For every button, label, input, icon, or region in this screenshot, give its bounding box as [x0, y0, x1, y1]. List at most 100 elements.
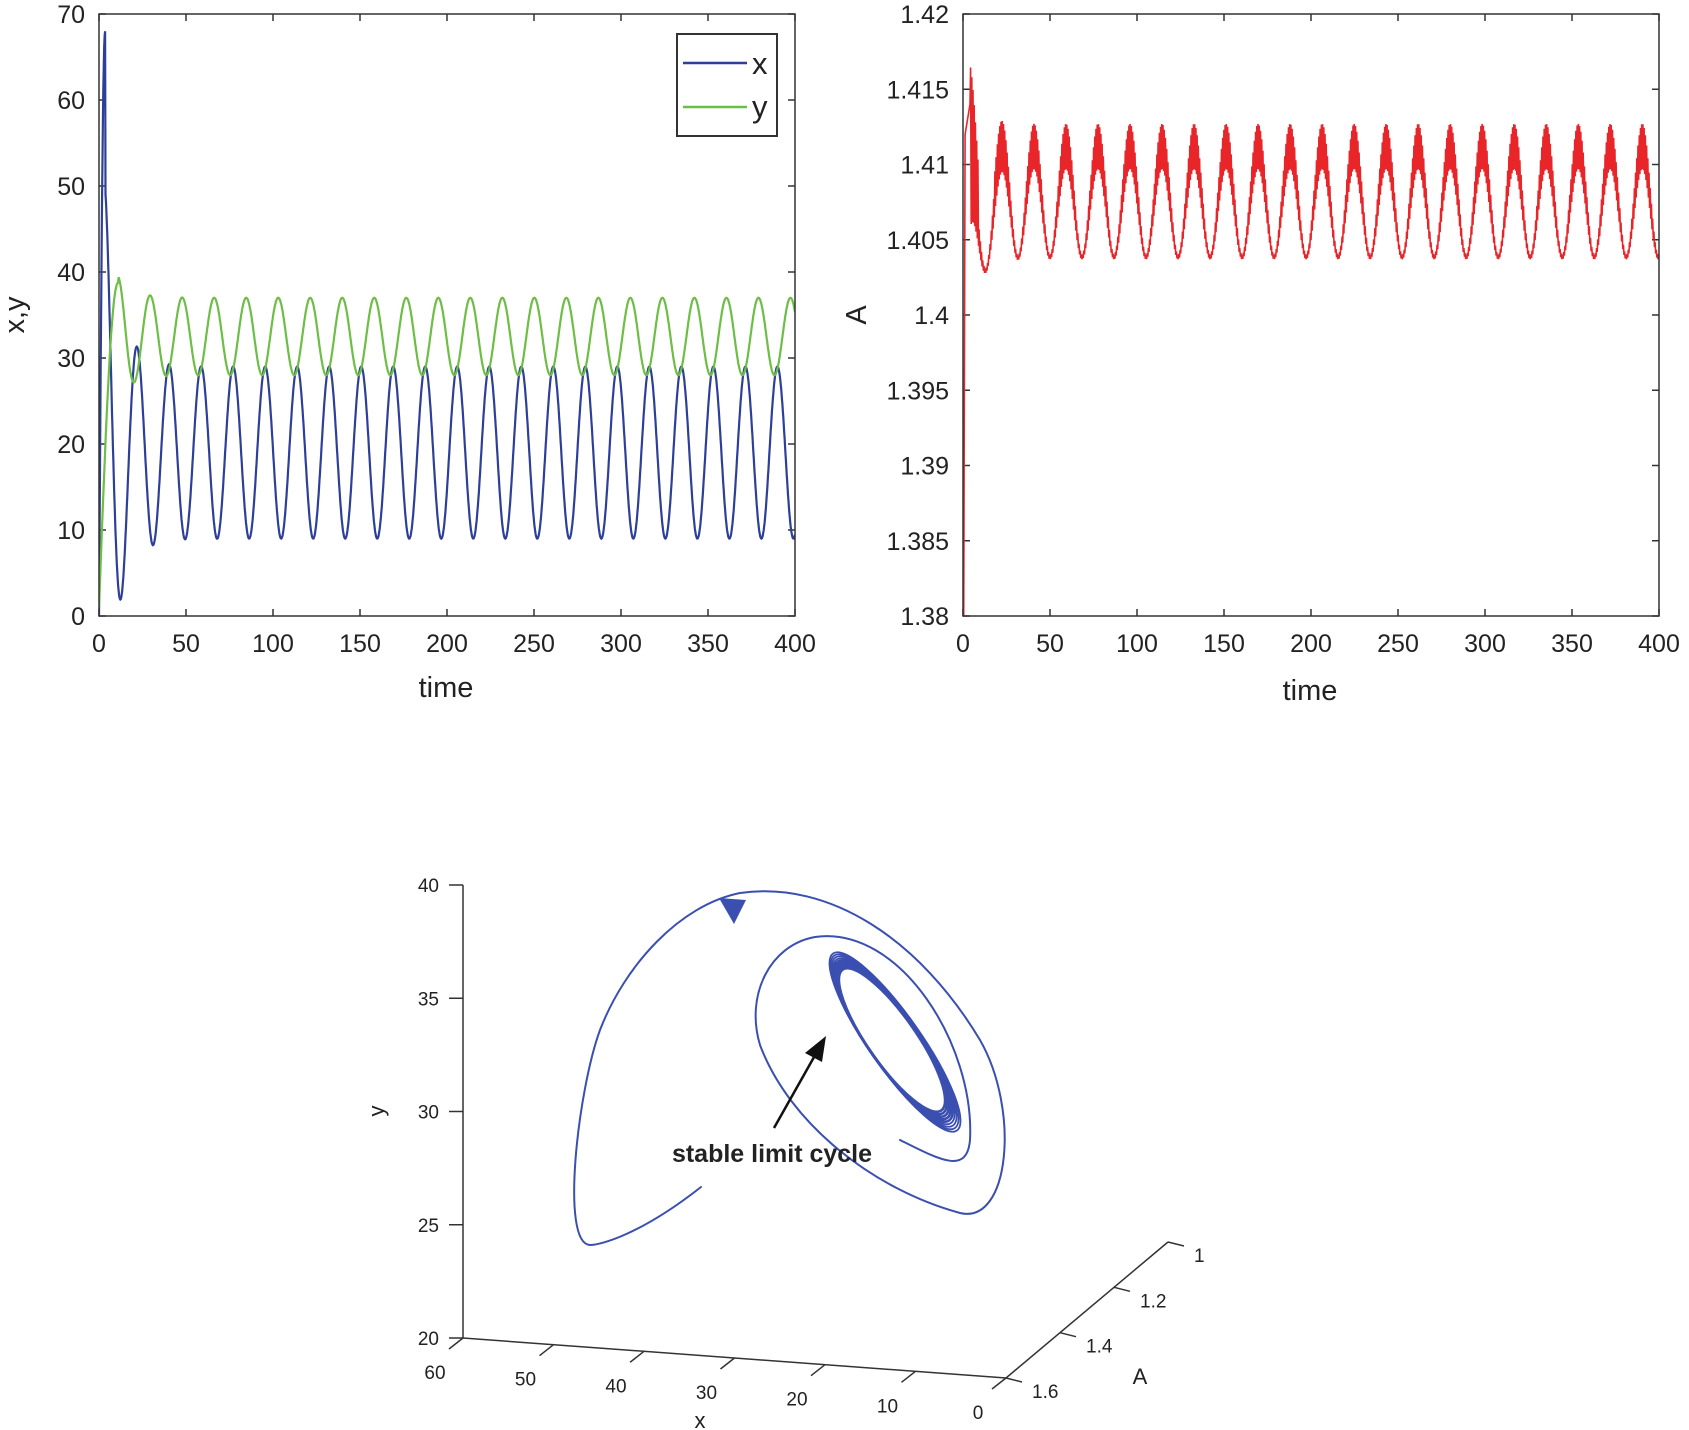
x-tick-label: 50 [172, 630, 200, 658]
x-tick-label: 200 [1290, 630, 1332, 658]
p1-y-axis-title: x,y [0, 296, 31, 334]
y-tick-label: 1.39 [900, 453, 949, 481]
x3d-tick-mark [810, 1364, 826, 1377]
y-tick-label: 20 [57, 431, 85, 459]
x-tick-label: 350 [687, 630, 729, 658]
x-tick-label: 250 [1377, 630, 1419, 658]
panel-a-time: 1.381.3851.391.3951.41.4051.411.4151.42 … [841, 1, 1680, 707]
p2-plot-frame [962, 13, 1660, 617]
x-tick-label: 400 [774, 630, 816, 658]
limit-cycle-loop [837, 966, 947, 1114]
p3-y-tick-labels: 20 25 30 35 40 [418, 876, 439, 1350]
x-tick-label: 300 [1464, 630, 1506, 658]
x3d-tick-label: 0 [973, 1403, 984, 1424]
x-tick-label: 150 [1203, 630, 1245, 658]
p3-x-axis-title: x [695, 1408, 706, 1430]
x3d-tick-label: 60 [424, 1363, 445, 1384]
p3-y-axis-title: y [364, 1106, 389, 1117]
p3-a-axis-title: A [1133, 1364, 1148, 1389]
x-tick-label: 100 [252, 630, 294, 658]
y-tick-label: 1.415 [886, 76, 949, 104]
limit-cycle-loop [835, 962, 951, 1119]
annotation-arrowhead [805, 1036, 826, 1062]
p1-x-tick-labels: 0 50 100 150 200 250 300 350 400 [92, 630, 816, 658]
y-tick-label: 1.41 [900, 152, 949, 180]
z-tick-label: 25 [418, 1216, 439, 1237]
a3d-tick-mark [1059, 1331, 1077, 1338]
x-tick-label: 350 [1551, 630, 1593, 658]
x-tick-label: 100 [1116, 630, 1158, 658]
x3d-tick-mark [448, 1337, 464, 1350]
panel-xy-time: 0 10 20 30 40 50 60 70 0 50 100 150 200 250 300 350 400… [0, 1, 816, 704]
annotation-text: stable limit cycle [672, 1140, 872, 1168]
p3-a-axis [1005, 1241, 1169, 1379]
p3-x-tick-labels: 60 50 40 30 20 10 0 [424, 1363, 983, 1424]
legend-label-y: y [752, 89, 768, 124]
a3d-tick-mark [1005, 1377, 1023, 1383]
y-tick-label: 1.405 [886, 227, 949, 255]
a3d-tick-label: 1.6 [1032, 1382, 1058, 1403]
limit-cycle-loop [836, 964, 949, 1116]
z-tick-label: 30 [418, 1103, 439, 1124]
a3d-tick-label: 1.4 [1086, 1337, 1113, 1358]
trajectory-arrowhead [719, 898, 746, 924]
trajectory-transient [573, 890, 1006, 1247]
x-tick-label: 300 [600, 630, 642, 658]
x-tick-label: 0 [956, 630, 970, 658]
y-tick-label: 30 [57, 345, 85, 373]
x-tick-label: 250 [513, 630, 555, 658]
p1-plot-frame [98, 13, 796, 617]
y-tick-label: 0 [71, 603, 85, 631]
x3d-tick-mark [901, 1370, 916, 1383]
y-tick-label: 60 [57, 87, 85, 115]
p2-y-tick-labels: 1.38 1.385 1.39 1.395 1.4 1.405 1.41 1.415 1.42 [886, 1, 949, 631]
y-tick-label: 10 [57, 517, 85, 545]
x3d-tick-mark [629, 1350, 645, 1363]
a3d-tick-mark [1167, 1241, 1185, 1247]
x3d-tick-label: 20 [786, 1390, 807, 1411]
x3d-tick-label: 50 [515, 1370, 536, 1391]
y-tick-label: 1.42 [900, 1, 949, 29]
p3-a-tick-labels: 1 1.2 1.4 1.6 [1032, 1246, 1205, 1403]
x-tick-label: 150 [339, 630, 381, 658]
y-tick-label: 1.385 [886, 528, 949, 556]
series-a-line [963, 67, 1659, 616]
legend-box [676, 33, 778, 137]
a3d-tick-mark [1113, 1286, 1131, 1293]
y-tick-label: 1.4 [914, 302, 949, 330]
z-tick-label: 35 [418, 989, 439, 1010]
legend: x y [676, 33, 778, 137]
a3d-tick-label: 1 [1194, 1246, 1205, 1267]
a3d-tick-label: 1.2 [1140, 1291, 1166, 1312]
p1-x-axis-title: time [419, 672, 474, 704]
legend-label-x: x [752, 46, 768, 81]
x3d-tick-mark [539, 1344, 554, 1357]
p2-y-axis-title: A [841, 305, 873, 325]
z-tick-label: 40 [418, 876, 439, 897]
x3d-tick-label: 10 [877, 1396, 898, 1417]
p3-ticks [448, 884, 1185, 1390]
p1-y-tick-labels: 0 10 20 30 40 50 60 70 [57, 1, 85, 631]
x-tick-label: 400 [1638, 630, 1680, 658]
x-tick-label: 200 [426, 630, 468, 658]
p2-ticks [962, 13, 1660, 617]
limit-cycle-loops [828, 951, 962, 1133]
y-tick-label: 70 [57, 1, 85, 29]
y-tick-label: 1.38 [900, 603, 949, 631]
z-tick-label: 20 [418, 1329, 439, 1350]
p2-x-tick-labels: 0 50 100 150 200 250 300 350 400 [956, 630, 1680, 658]
p2-x-axis-title: time [1283, 675, 1338, 707]
x-tick-label: 0 [92, 630, 106, 658]
series-y-line [99, 276, 795, 608]
trajectory [573, 890, 1006, 1247]
y-tick-label: 50 [57, 173, 85, 201]
x3d-tick-label: 30 [696, 1383, 717, 1404]
y-tick-label: 1.395 [886, 377, 949, 405]
x3d-tick-mark [720, 1357, 735, 1370]
y-tick-label: 40 [57, 259, 85, 287]
x-tick-label: 50 [1036, 630, 1064, 658]
x3d-tick-label: 40 [605, 1376, 626, 1397]
annotation-arrow-line [772, 1049, 820, 1129]
x3d-tick-mark [991, 1377, 1007, 1390]
